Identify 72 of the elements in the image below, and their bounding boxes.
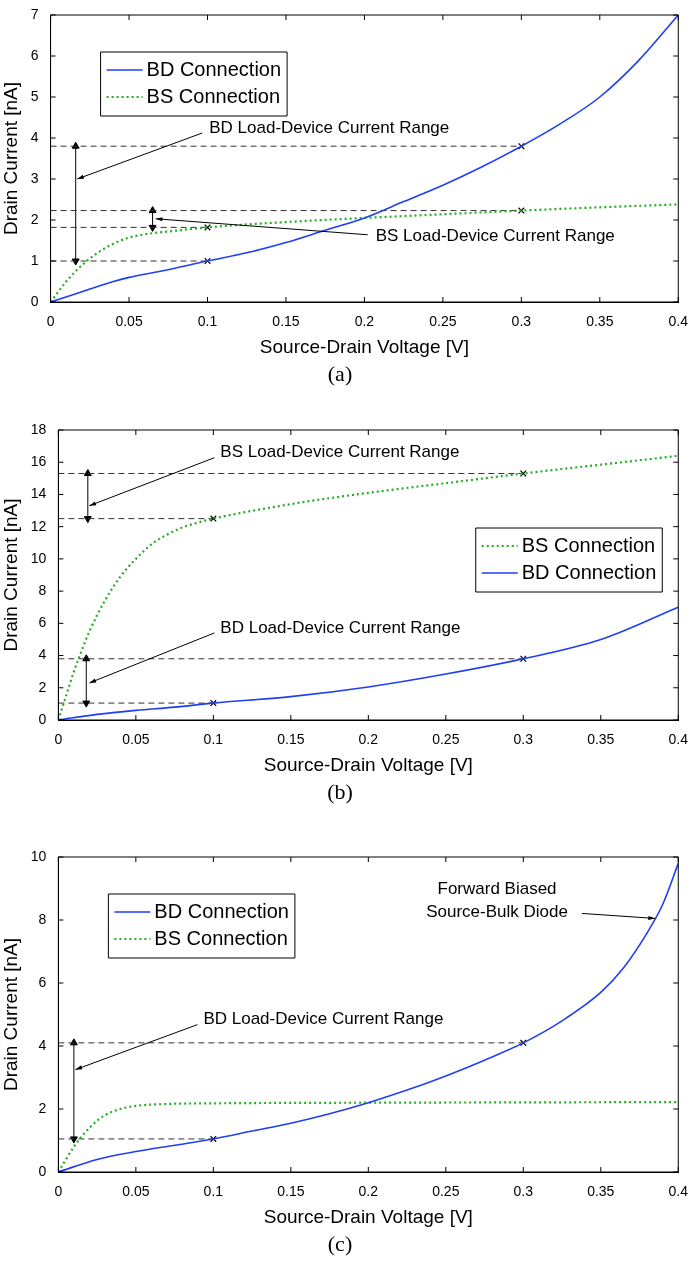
annotation: BD Load-Device Current Range xyxy=(209,117,450,137)
x-tick-label: 0.4 xyxy=(668,731,689,748)
y-tick-label: 8 xyxy=(38,910,47,927)
y-tick-label: 1 xyxy=(30,251,39,268)
y-tick-label: 2 xyxy=(38,678,47,695)
y-tick-label: 0 xyxy=(38,1162,47,1179)
y-tick-label: 4 xyxy=(30,128,39,145)
x-tick-label: 0.25 xyxy=(429,313,457,330)
x-tick-label: 0.35 xyxy=(587,1183,615,1200)
annotation: BD Load-Device Current Range xyxy=(203,1009,444,1029)
y-tick-label: 8 xyxy=(38,581,47,598)
y-axis-title: Drain Current [nA] xyxy=(0,81,21,236)
x-tick-label: 0.25 xyxy=(432,1183,460,1200)
y-tick-label: 5 xyxy=(30,87,39,104)
line-series xyxy=(50,15,679,302)
y-tick-label: 4 xyxy=(38,646,47,663)
y-tick-label: 16 xyxy=(30,453,47,470)
y-axis-title: Drain Current [nA] xyxy=(0,498,21,652)
x-axis-title: Source-Drain Voltage [V] xyxy=(263,754,473,776)
y-tick-label: 18 xyxy=(30,420,47,437)
annotation: BS Load-Device Current Range xyxy=(220,442,460,462)
y-tick-label: 2 xyxy=(38,1099,47,1116)
x-tick-label: 0.05 xyxy=(115,313,143,330)
annotation: BD Load-Device Current Range xyxy=(220,617,461,637)
y-tick-label: 12 xyxy=(30,517,47,534)
x-tick-label: 0.2 xyxy=(358,731,379,748)
y-tick-label: 6 xyxy=(30,46,39,63)
y-tick-label: 10 xyxy=(30,549,47,566)
y-tick-label: 6 xyxy=(38,973,47,990)
annotation: BS Load-Device Current Range xyxy=(375,226,615,246)
x-tick-label: 0.05 xyxy=(122,731,150,748)
x-tick-label: 0.4 xyxy=(668,1183,689,1200)
x-tick-label: 0.4 xyxy=(668,313,689,330)
x-tick-label: 0 xyxy=(54,731,63,748)
x-tick-label: 0.15 xyxy=(277,731,305,748)
x-tick-label: 0.15 xyxy=(277,1183,305,1200)
y-tick-label: 7 xyxy=(30,5,39,22)
x-axis-title: Source-Drain Voltage [V] xyxy=(263,1206,473,1228)
x-tick-label: 0.1 xyxy=(203,1183,224,1200)
x-tick-label: 0 xyxy=(54,1183,63,1200)
x-tick-label: 0.3 xyxy=(513,1183,534,1200)
y-axis-title: Drain Current [nA] xyxy=(0,937,21,1092)
text: (a) xyxy=(327,360,353,386)
x-tick-label: 0.35 xyxy=(586,313,614,330)
y-tick-label: 6 xyxy=(38,614,47,631)
x-tick-label: 0.05 xyxy=(122,1183,150,1200)
annotation: Forward Biased Source-Bulk Diode xyxy=(426,879,568,922)
text: (b) xyxy=(327,778,353,804)
x-tick-label: 0.3 xyxy=(511,313,532,330)
x-tick-label: 0.35 xyxy=(587,731,615,748)
x-tick-label: 0.1 xyxy=(203,731,224,748)
legend-label: BS Connection xyxy=(154,926,288,949)
legend-label: BS Connection xyxy=(521,533,656,556)
x-tick-label: 0.2 xyxy=(354,313,375,330)
y-tick-label: 3 xyxy=(30,169,39,186)
x-tick-label: 0.25 xyxy=(432,731,460,748)
legend-label: BD Connection xyxy=(521,560,657,583)
text: (c) xyxy=(327,1230,353,1256)
y-tick-label: 0 xyxy=(30,292,39,309)
y-tick-label: 10 xyxy=(30,847,47,864)
y-tick-label: 14 xyxy=(30,485,47,502)
legend-label: BD Connection xyxy=(154,899,289,922)
x-tick-label: 0.2 xyxy=(358,1183,379,1200)
y-tick-label: 2 xyxy=(30,210,39,227)
x-axis-title: Source-Drain Voltage [V] xyxy=(259,336,469,358)
y-tick-label: 0 xyxy=(38,710,47,727)
legend-label: BS Connection xyxy=(146,84,281,107)
legend-label: BD Connection xyxy=(146,57,282,80)
x-tick-label: 0.15 xyxy=(272,313,300,330)
x-tick-label: 0.1 xyxy=(197,313,218,330)
x-tick-label: 0.3 xyxy=(513,731,534,748)
y-tick-label: 4 xyxy=(38,1036,47,1053)
